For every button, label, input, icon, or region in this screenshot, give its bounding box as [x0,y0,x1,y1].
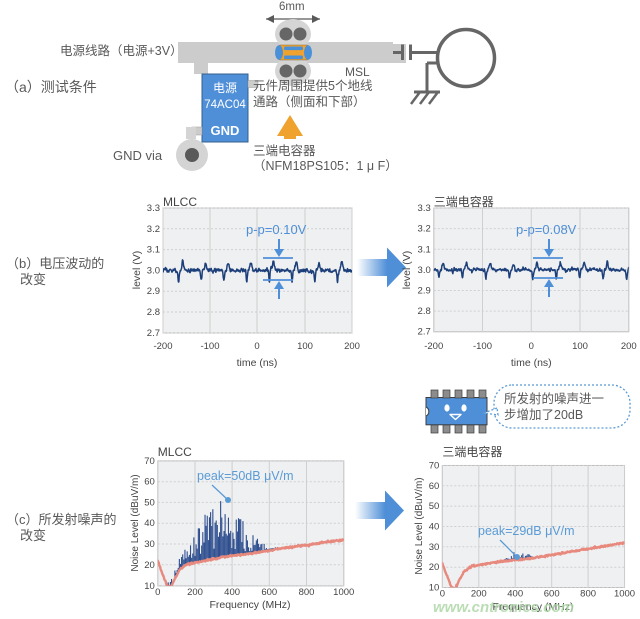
svg-text:800: 800 [580,589,596,600]
svg-text:三端电容器: 三端电容器 [442,444,502,459]
svg-text:三端电容器: 三端电容器 [253,143,316,158]
svg-text:2.8: 2.8 [147,307,160,318]
svg-text:3.3: 3.3 [418,203,431,214]
svg-text:10: 10 [429,583,440,594]
svg-text:10: 10 [144,581,155,592]
svg-text:40: 40 [429,522,440,533]
svg-text:-200: -200 [424,341,443,352]
svg-text:2.7: 2.7 [147,328,160,339]
svg-text:三端电容器: 三端电容器 [434,194,494,209]
svg-text:Noise Level (dBuV/m): Noise Level (dBuV/m) [130,474,141,571]
svg-text:0: 0 [155,587,160,598]
svg-text:改变: 改变 [20,528,46,543]
svg-text:60: 60 [144,477,155,488]
svg-text:20: 20 [429,562,440,573]
svg-text:2.8: 2.8 [418,306,431,317]
svg-text:200: 200 [344,341,360,352]
svg-text:GND: GND [211,123,240,138]
svg-text:0: 0 [529,341,534,352]
svg-text:50: 50 [429,501,440,512]
svg-text:70: 70 [429,461,440,472]
svg-text:3.1: 3.1 [418,244,431,255]
svg-text:-200: -200 [153,341,172,352]
svg-text:6mm: 6mm [279,1,305,13]
svg-text:3.3: 3.3 [147,203,160,214]
svg-text:2.9: 2.9 [418,286,431,297]
svg-text:MLCC: MLCC [163,195,197,209]
svg-text:Frequency (MHz): Frequency (MHz) [209,599,290,611]
svg-text:peak=50dB μV/m: peak=50dB μV/m [197,469,294,483]
svg-text:level (V): level (V) [401,251,413,290]
svg-text:MSL: MSL [345,65,370,79]
svg-text:（a）测试条件: （a）测试条件 [5,79,97,95]
svg-text:400: 400 [507,589,523,600]
svg-text:100: 100 [572,341,588,352]
svg-text:40: 40 [144,518,155,529]
svg-text:（b）电压波动的: （b）电压波动的 [6,256,104,271]
svg-text:0: 0 [254,341,259,352]
svg-text:3.0: 3.0 [147,265,160,276]
svg-text:600: 600 [261,587,277,598]
svg-text:3.2: 3.2 [147,224,160,235]
svg-text:Noise Level (dBuV/m): Noise Level (dBuV/m) [414,477,425,574]
svg-text:元件周围提供5个地线: 元件周围提供5个地线 [253,78,373,93]
svg-text:200: 200 [471,589,487,600]
svg-text:30: 30 [144,539,155,550]
svg-text:74AC04: 74AC04 [204,99,246,111]
svg-text:20: 20 [144,560,155,571]
svg-text:改变: 改变 [20,272,46,287]
svg-text:电源线路（电源+3V）: 电源线路（电源+3V） [60,43,183,58]
svg-text:（c）所发射噪声的: （c）所发射噪声的 [6,512,117,527]
svg-text:3.0: 3.0 [418,265,431,276]
svg-text:800: 800 [299,587,315,598]
svg-text:-100: -100 [200,341,219,352]
svg-text:（NFM18PS105：1 μ F）: （NFM18PS105：1 μ F） [253,159,398,173]
svg-text:p-p=0.10V: p-p=0.10V [246,222,307,237]
svg-text:通路（侧面和下部）: 通路（侧面和下部） [253,94,366,109]
svg-text:time (ns): time (ns) [237,357,278,369]
svg-text:0: 0 [440,589,445,600]
svg-text:peak=29dB μV/m: peak=29dB μV/m [478,524,575,538]
svg-text:time (ns): time (ns) [511,357,552,369]
svg-text:100: 100 [297,341,313,352]
svg-text:电源: 电源 [213,81,237,95]
svg-text:1000: 1000 [333,587,354,598]
svg-text:所发射的噪声进一: 所发射的噪声进一 [504,391,604,406]
svg-text:3.2: 3.2 [418,224,431,235]
svg-text:level (V): level (V) [131,251,143,290]
svg-text:GND via: GND via [113,148,163,163]
svg-text:3.1: 3.1 [147,245,160,256]
svg-text:www.cntronics.com: www.cntronics.com [433,599,574,616]
svg-text:p-p=0.08V: p-p=0.08V [516,222,577,237]
svg-text:1000: 1000 [614,589,635,600]
svg-text:-100: -100 [473,341,492,352]
svg-text:600: 600 [544,589,560,600]
svg-text:MLCC: MLCC [158,445,192,459]
svg-text:200: 200 [621,341,637,352]
svg-text:400: 400 [224,587,240,598]
svg-text:60: 60 [429,481,440,492]
svg-text:70: 70 [144,456,155,467]
svg-text:200: 200 [187,587,203,598]
svg-text:30: 30 [429,542,440,553]
svg-text:2.7: 2.7 [418,327,431,338]
svg-text:步增加了20dB: 步增加了20dB [504,407,583,422]
svg-text:50: 50 [144,497,155,508]
svg-text:2.9: 2.9 [147,286,160,297]
